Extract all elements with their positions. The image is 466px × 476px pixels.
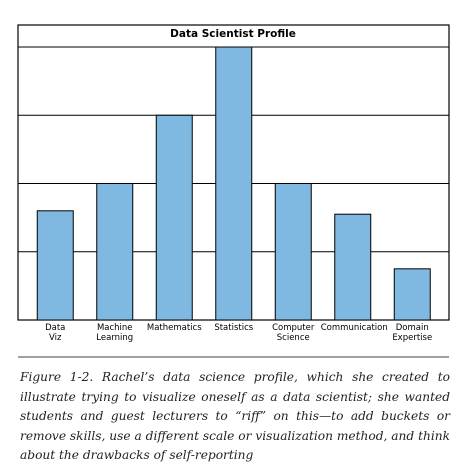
x-tick-label: Statistics: [214, 323, 254, 333]
bar: [155, 114, 193, 321]
figure-caption: Figure 1-2. Rachel’s data science profil…: [20, 370, 450, 462]
x-tick-label: Computer Science: [272, 323, 315, 343]
x-tick-label: Data Viz: [45, 323, 66, 343]
bar: [334, 213, 372, 321]
chart-title: Data Scientist Profile: [170, 28, 296, 40]
chart: Data Scientist Profile: [17, 24, 450, 358]
bar: [36, 210, 74, 321]
x-tick-label: Domain Expertise: [392, 323, 433, 343]
x-tick-label: Communication: [320, 323, 388, 333]
x-tick-label: Mathematics: [146, 323, 202, 333]
x-tick-label: Machine Learning: [96, 323, 134, 343]
bar: [215, 46, 253, 321]
bar: [393, 268, 431, 321]
bar: [96, 183, 134, 321]
bar: [274, 183, 312, 321]
